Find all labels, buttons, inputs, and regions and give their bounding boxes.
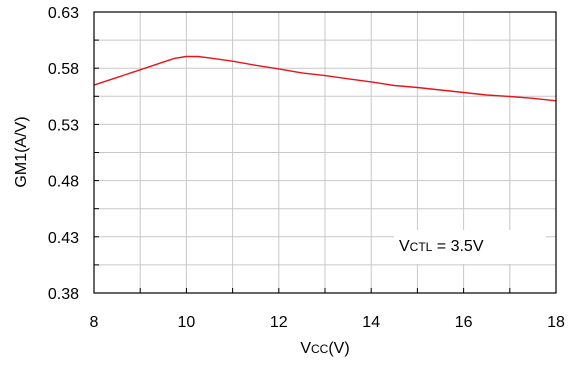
y-tick-label: 0.38 [48, 286, 79, 303]
annotation-box [394, 230, 546, 264]
annotation-main: V [399, 238, 410, 255]
annotation-subscript: CTL [410, 240, 433, 254]
grid-layer [94, 12, 556, 293]
y-tick-label: 0.63 [48, 5, 79, 22]
x-tick-label: 8 [90, 314, 99, 331]
x-tick-label: 12 [270, 314, 288, 331]
x-axis-label-suffix: (V) [328, 340, 349, 357]
series-line [93, 55, 557, 102]
x-tick-label: 10 [178, 314, 196, 331]
tick-layer: 8 10 12 14 16 18 0.38 0.43 0.48 0.53 0.58 0.63 [48, 5, 565, 331]
x-tick-label: 14 [362, 314, 380, 331]
y-tick-label: 0.43 [48, 230, 79, 247]
annotation-layer: VCTL = 3.5V [394, 230, 546, 264]
x-axis-label-main: V [300, 340, 311, 357]
y-tick-label: 0.58 [48, 61, 79, 78]
series-layer [93, 55, 557, 102]
x-tick-label: 16 [455, 314, 473, 331]
x-axis-label: VCC(V) [300, 340, 349, 357]
y-tick-label: 0.48 [48, 174, 79, 191]
x-tick-label: 18 [547, 314, 565, 331]
x-axis-label-subscript: CC [311, 342, 329, 356]
y-tick-label: 0.53 [48, 117, 79, 134]
annotation-suffix: = 3.5V [432, 238, 483, 255]
y-axis-label: GM1(A/V) [13, 116, 30, 187]
annotation-label: VCTL = 3.5V [399, 238, 484, 255]
